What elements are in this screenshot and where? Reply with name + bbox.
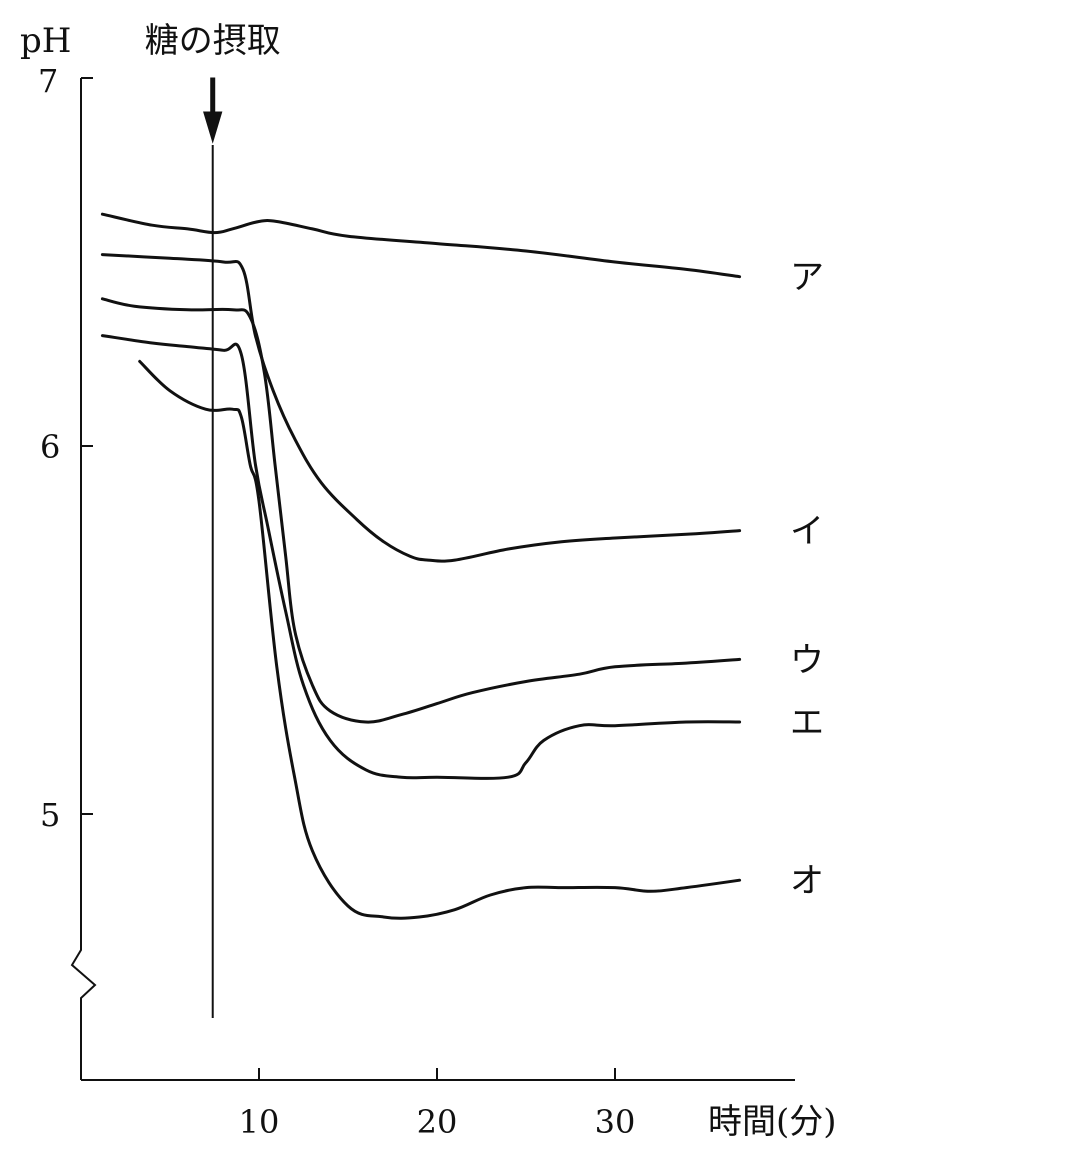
x-axis-title: 時間(分) (708, 1102, 837, 1142)
series-line-2 (100, 253, 742, 563)
x-tick-label-30: 30 (595, 1103, 636, 1141)
series-line-3 (100, 297, 742, 724)
series-label-5: オ (790, 861, 824, 901)
sugar-intake-marker: 糖の摂取 (145, 21, 281, 1018)
x-tick-label-20: 20 (417, 1103, 458, 1141)
down-arrow-icon (203, 77, 223, 144)
series-label-2: イ (790, 512, 824, 552)
sugar-intake-label: 糖の摂取 (145, 21, 281, 61)
y-axis-line (70, 78, 97, 1080)
x-tick-label-10: 10 (239, 1103, 280, 1141)
series-line-4 (100, 334, 742, 780)
series-line-1 (100, 212, 742, 279)
y-tick-label-7: 7 (38, 62, 58, 100)
y-tick-label-5: 5 (40, 796, 60, 834)
series-label-3: ウ (790, 640, 824, 680)
series-label-1: ア (790, 258, 824, 298)
series-label-4: エ (790, 703, 824, 743)
tick-group: 10 20 30 5 6 7 (38, 62, 635, 1141)
series-line-5 (138, 359, 742, 920)
y-axis-title: pH (20, 21, 71, 61)
y-tick-label-6: 6 (40, 428, 60, 466)
